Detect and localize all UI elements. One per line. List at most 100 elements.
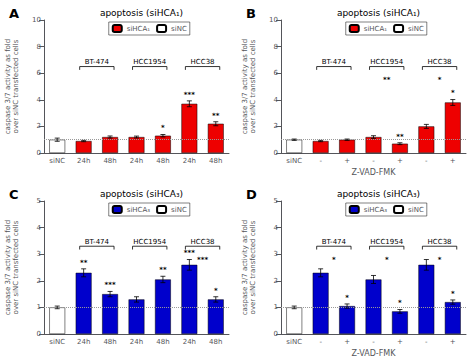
svg-text:***: *** bbox=[105, 281, 116, 289]
svg-text:*: * bbox=[438, 256, 442, 264]
svg-text:over siNC transfected cells: over siNC transfected cells bbox=[249, 220, 257, 314]
svg-text:siNC: siNC bbox=[408, 206, 424, 214]
svg-text:4: 4 bbox=[274, 96, 279, 104]
svg-text:6: 6 bbox=[274, 69, 279, 77]
svg-text:over siNC transfected cells: over siNC transfected cells bbox=[12, 39, 20, 133]
svg-text:48h: 48h bbox=[209, 338, 222, 346]
svg-text:siNC: siNC bbox=[286, 338, 302, 346]
svg-text:8: 8 bbox=[37, 43, 41, 51]
svg-text:2: 2 bbox=[274, 122, 278, 130]
svg-text:apoptosis (siHCA₃): apoptosis (siHCA₃) bbox=[100, 189, 183, 199]
svg-text:3: 3 bbox=[37, 250, 41, 258]
svg-text:*: * bbox=[451, 290, 455, 298]
svg-text:siNC: siNC bbox=[49, 157, 65, 165]
svg-text:apoptosis (siHCA₃): apoptosis (siHCA₃) bbox=[337, 189, 420, 199]
svg-text:4: 4 bbox=[37, 96, 42, 104]
svg-text:24h: 24h bbox=[183, 338, 196, 346]
svg-text:8: 8 bbox=[274, 43, 278, 51]
svg-text:24h: 24h bbox=[130, 338, 143, 346]
svg-text:-: - bbox=[425, 338, 428, 346]
svg-text:caspase 3/7 activity as fold: caspase 3/7 activity as fold bbox=[4, 39, 12, 135]
svg-text:*: * bbox=[161, 124, 165, 132]
svg-text:over siNC transfected cells: over siNC transfected cells bbox=[249, 39, 257, 133]
svg-text:*: * bbox=[332, 256, 336, 264]
svg-text:5: 5 bbox=[274, 197, 278, 205]
svg-text:BT-474: BT-474 bbox=[85, 58, 110, 66]
svg-text:apoptosis (siHCA₁): apoptosis (siHCA₁) bbox=[337, 8, 420, 18]
svg-text:*: * bbox=[214, 287, 218, 295]
svg-text:HCC1954: HCC1954 bbox=[370, 238, 403, 246]
svg-text:**: ** bbox=[396, 133, 404, 141]
svg-text:HCC1954: HCC1954 bbox=[370, 58, 403, 66]
svg-text:BT-474: BT-474 bbox=[322, 58, 347, 66]
svg-text:siNC: siNC bbox=[49, 338, 65, 346]
svg-text:24h: 24h bbox=[77, 338, 90, 346]
svg-text:siNC: siNC bbox=[171, 206, 187, 214]
svg-text:2: 2 bbox=[37, 277, 41, 285]
svg-text:*: * bbox=[398, 299, 402, 307]
svg-text:HCC38: HCC38 bbox=[191, 238, 215, 246]
svg-text:**: ** bbox=[383, 76, 391, 84]
svg-text:-: - bbox=[319, 338, 322, 346]
svg-text:Z-VAD-FMK: Z-VAD-FMK bbox=[352, 349, 397, 358]
svg-text:C: C bbox=[9, 187, 19, 202]
svg-text:***: *** bbox=[184, 249, 195, 257]
svg-text:over siNC transfected cells: over siNC transfected cells bbox=[12, 220, 20, 314]
svg-text:+: + bbox=[344, 338, 350, 346]
svg-text:0: 0 bbox=[37, 330, 41, 338]
svg-text:+: + bbox=[450, 338, 456, 346]
svg-text:+: + bbox=[344, 157, 350, 165]
svg-text:0: 0 bbox=[37, 149, 41, 157]
svg-text:Z-VAD-FMK: Z-VAD-FMK bbox=[352, 168, 397, 177]
svg-text:HCC38: HCC38 bbox=[191, 58, 215, 66]
svg-text:3: 3 bbox=[274, 250, 278, 258]
svg-text:**: ** bbox=[212, 112, 220, 120]
svg-text:0: 0 bbox=[274, 330, 278, 338]
svg-text:48h: 48h bbox=[156, 338, 169, 346]
svg-text:10: 10 bbox=[32, 16, 41, 24]
svg-text:*: * bbox=[438, 76, 442, 84]
svg-text:***: *** bbox=[197, 256, 208, 264]
svg-text:-: - bbox=[372, 157, 375, 165]
svg-text:siNC: siNC bbox=[286, 157, 302, 165]
svg-text:+: + bbox=[397, 157, 403, 165]
svg-text:-: - bbox=[372, 338, 375, 346]
svg-text:2: 2 bbox=[37, 122, 41, 130]
svg-text:**: ** bbox=[80, 259, 88, 267]
svg-text:siNC: siNC bbox=[408, 25, 424, 33]
svg-text:1: 1 bbox=[274, 303, 278, 311]
svg-text:0: 0 bbox=[274, 149, 278, 157]
svg-text:D: D bbox=[246, 187, 257, 202]
svg-text:48h: 48h bbox=[156, 157, 169, 165]
svg-text:caspase 3/7 activity as fold: caspase 3/7 activity as fold bbox=[4, 220, 12, 316]
svg-text:48h: 48h bbox=[103, 157, 116, 165]
svg-text:BT-474: BT-474 bbox=[322, 238, 347, 246]
svg-text:*: * bbox=[451, 89, 455, 97]
svg-text:B: B bbox=[246, 6, 256, 21]
svg-text:5: 5 bbox=[37, 197, 41, 205]
svg-text:siHCA₃: siHCA₃ bbox=[127, 206, 151, 214]
svg-text:+: + bbox=[450, 157, 456, 165]
svg-text:***: *** bbox=[184, 91, 195, 99]
svg-text:apoptosis (siHCA₁): apoptosis (siHCA₁) bbox=[100, 8, 183, 18]
svg-text:BT-474: BT-474 bbox=[85, 238, 110, 246]
svg-text:4: 4 bbox=[37, 224, 42, 232]
svg-text:siHCA₁: siHCA₁ bbox=[127, 25, 151, 33]
svg-text:2: 2 bbox=[274, 277, 278, 285]
svg-text:+: + bbox=[397, 338, 403, 346]
svg-text:6: 6 bbox=[37, 69, 42, 77]
svg-text:-: - bbox=[319, 157, 322, 165]
svg-text:10: 10 bbox=[269, 16, 278, 24]
svg-text:HCC38: HCC38 bbox=[428, 238, 452, 246]
svg-text:*: * bbox=[345, 294, 349, 302]
svg-text:48h: 48h bbox=[209, 157, 222, 165]
svg-text:1: 1 bbox=[37, 303, 41, 311]
svg-text:siHCA₁: siHCA₁ bbox=[364, 25, 388, 33]
svg-text:siNC: siNC bbox=[171, 25, 187, 33]
svg-text:48h: 48h bbox=[103, 338, 116, 346]
svg-text:24h: 24h bbox=[183, 157, 196, 165]
svg-text:**: ** bbox=[159, 266, 167, 274]
svg-text:A: A bbox=[9, 6, 19, 21]
svg-text:siHCA₃: siHCA₃ bbox=[364, 206, 388, 214]
svg-text:HCC1954: HCC1954 bbox=[133, 58, 166, 66]
